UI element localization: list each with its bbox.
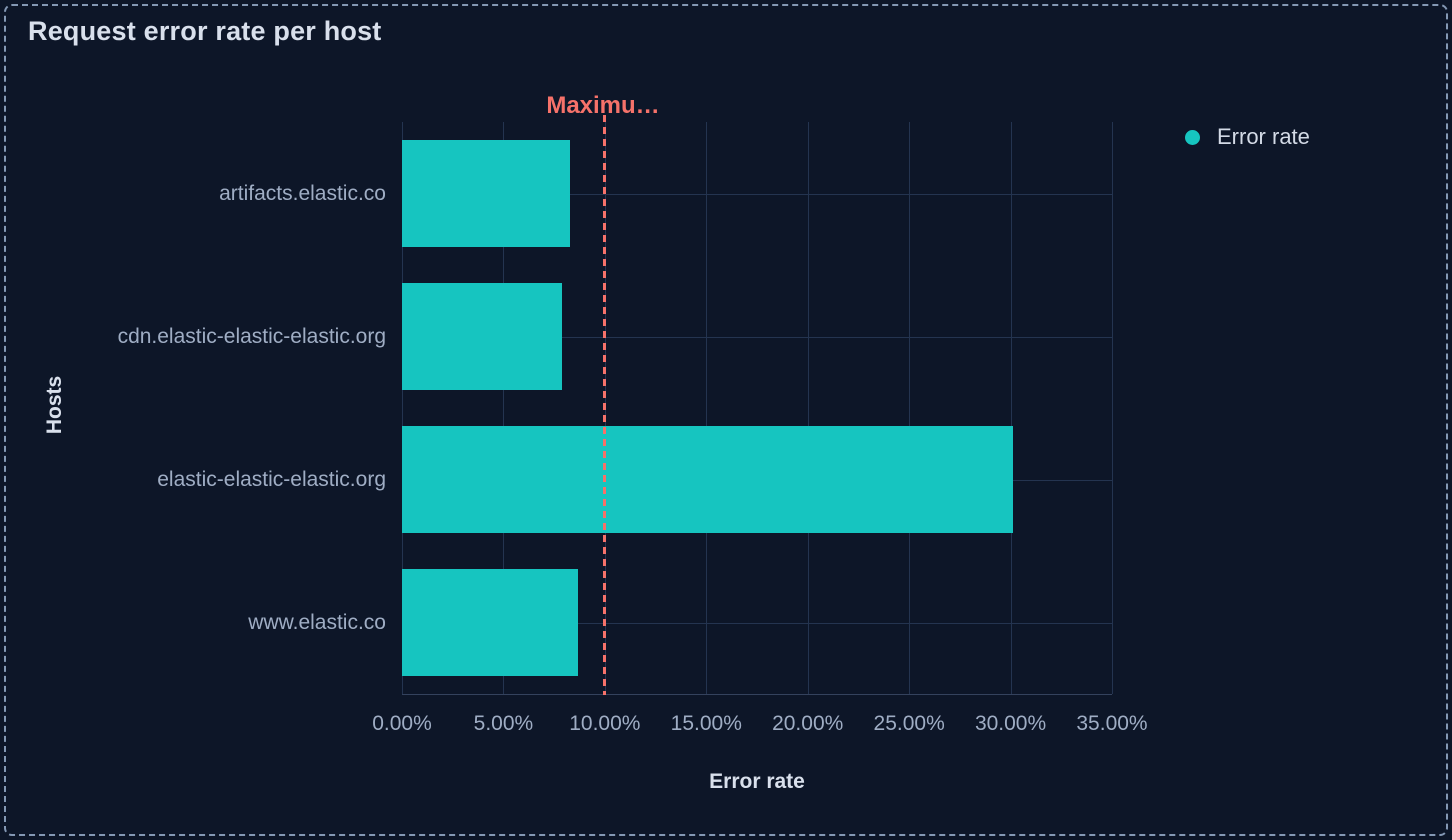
chart-title: Request error rate per host <box>28 16 382 46</box>
x-tick-label: 35.00% <box>1076 712 1148 735</box>
y-category-label: cdn.elastic-elastic-elastic.org <box>117 325 386 348</box>
x-tick-label: 0.00% <box>372 712 432 735</box>
x-gridline <box>402 122 403 694</box>
legend[interactable]: Error rate <box>1185 124 1310 150</box>
bar-www.elastic.co[interactable] <box>402 569 579 676</box>
y-gridline <box>402 622 1112 624</box>
x-gridline <box>503 122 505 694</box>
y-gridline <box>402 336 1112 338</box>
x-tick-label: 25.00% <box>873 712 945 735</box>
x-gridline <box>1010 122 1012 694</box>
legend-series-dot-icon <box>1185 129 1200 145</box>
y-category-label: artifacts.elastic.co <box>219 182 386 205</box>
x-gridline <box>807 122 809 694</box>
y-axis-title: Hosts <box>43 375 66 435</box>
x-tick-label: 5.00% <box>473 712 534 735</box>
x-tick-label: 20.00% <box>772 712 844 735</box>
x-gridline <box>706 122 708 694</box>
x-tick-label: 30.00% <box>974 712 1047 735</box>
reference-line-label: Maximu… <box>546 92 660 119</box>
x-tick-label: 15.00% <box>670 712 742 735</box>
y-gridline <box>402 193 1112 195</box>
y-category-label: elastic-elastic-elastic.org <box>157 468 386 491</box>
bar-cdn.elastic-elastic-elastic.org[interactable] <box>402 283 563 390</box>
reference-line <box>603 115 607 695</box>
x-axis-title: Error rate <box>709 770 805 793</box>
bar-elastic-elastic-elastic.org[interactable] <box>402 426 1013 533</box>
bar-artifacts.elastic.co[interactable] <box>402 140 571 247</box>
y-category-label: www.elastic.co <box>248 611 386 634</box>
x-gridline <box>909 122 911 694</box>
legend-series-label: Error rate <box>1217 124 1310 149</box>
x-tick-label: 10.00% <box>569 712 641 735</box>
x-axis-line <box>402 694 1112 695</box>
x-gridline <box>1112 122 1113 694</box>
